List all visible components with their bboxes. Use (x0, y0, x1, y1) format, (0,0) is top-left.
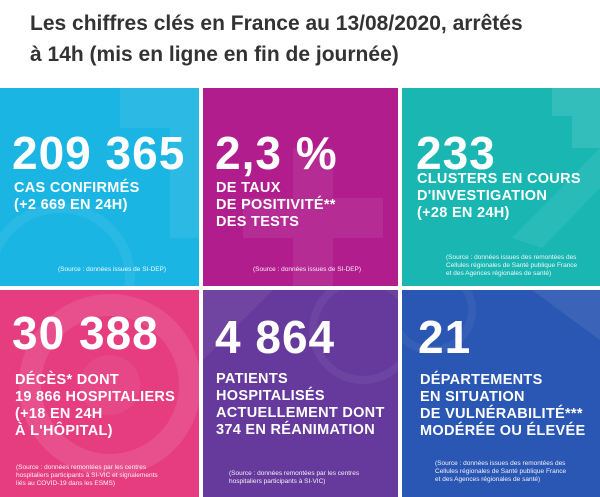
source-line: (Source : données remontées par les cent… (229, 470, 360, 477)
desc-line: (+2 669 EN 24H) (14, 197, 128, 213)
source-line: (Source : données issues des remontées d… (446, 254, 577, 261)
desc-line: PATIENTS (216, 371, 288, 387)
source-line: (Source : données issues de SI-DEP) (58, 266, 167, 273)
tile-confirmed-cases: 209 365 CAS CONFIRMÉS (+2 669 EN 24H) (S… (0, 88, 199, 286)
clusters-source: (Source : données issues des remontées d… (446, 254, 577, 278)
hospitalized-desc: PATIENTS HOSPITALISÉS ACTUELLEMENT DONT … (216, 371, 385, 439)
hospitalized-value: 4 864 (215, 311, 336, 363)
confirmed-cases-source: (Source : données issues de SI-DEP) (58, 266, 166, 274)
confirmed-cases-value: 209 365 (12, 127, 186, 179)
desc-line: DE TAUX (216, 180, 281, 196)
deaths-desc: DÉCÈS* DONT 19 866 HOSPITALIERS (+18 EN … (15, 372, 175, 440)
desc-line: DE VULNÉRABILITÉ*** (420, 406, 583, 422)
tile-clusters: 233 CLUSTERS EN COURS D'INVESTIGATION (+… (402, 88, 600, 286)
departments-desc: DÉPARTEMENTS EN SITUATION DE VULNÉRABILI… (420, 372, 585, 440)
source-line: hospitaliers participants à SI-VIC et si… (16, 472, 158, 479)
desc-line: ACTUELLEMENT DONT (216, 405, 385, 421)
tile-hospitalized: 4 864 PATIENTS HOSPITALISÉS ACTUELLEMENT… (203, 290, 398, 497)
desc-line: D'INVESTIGATION (417, 188, 548, 204)
departments-source: (Source : données issues des remontées d… (435, 460, 566, 484)
desc-line: CAS CONFIRMÉS (14, 180, 140, 196)
desc-line: 19 866 HOSPITALIERS (15, 389, 176, 405)
source-line: (Source : données remontées par les cent… (16, 464, 147, 471)
clusters-desc: CLUSTERS EN COURS D'INVESTIGATION (+28 E… (417, 171, 581, 222)
desc-line: DÉCÈS* DONT (15, 372, 120, 388)
header-line-2: à 14h (mis en ligne en fin de journée) (30, 43, 399, 66)
desc-line: (+28 EN 24H) (417, 205, 510, 221)
source-line: (Source : données issues des remontées d… (435, 460, 566, 467)
desc-line: DES TESTS (216, 214, 300, 230)
clusters-value: 233 (416, 127, 496, 179)
source-line: hospitaliers participants à SI-VIC) (229, 478, 326, 485)
source-line: et des Agences régionales de santé) (435, 476, 541, 483)
desc-line: DE POSITIVITÉ** (216, 197, 336, 213)
tile-deaths: 30 388 DÉCÈS* DONT 19 866 HOSPITALIERS (… (0, 290, 199, 497)
tile-departments: 21 DÉPARTEMENTS EN SITUATION DE VULNÉRAB… (402, 290, 600, 497)
positivity-rate-value: 2,3 % (215, 127, 338, 179)
header-line-1: Les chiffres clés en France au 13/08/202… (30, 12, 523, 35)
desc-line: EN SITUATION (420, 389, 525, 405)
key-figures-grid: 209 365 CAS CONFIRMÉS (+2 669 EN 24H) (S… (0, 88, 600, 497)
desc-line: CLUSTERS EN COURS (417, 171, 581, 187)
desc-line: (+18 EN 24H (15, 406, 103, 422)
desc-line: À L'HÔPITAL) (15, 423, 113, 439)
deaths-source: (Source : données remontées par les cent… (16, 464, 158, 488)
deaths-value: 30 388 (12, 307, 159, 359)
departments-value: 21 (418, 311, 472, 363)
positivity-rate-source: (Source : données issues de SI-DEP) (253, 266, 361, 274)
desc-line: DÉPARTEMENTS (420, 372, 543, 388)
source-line: liés au COVID-19 dans les ESMS) (16, 480, 115, 487)
hospitalized-source: (Source : données remontées par les cent… (229, 470, 359, 486)
desc-line: 374 EN RÉANIMATION (216, 422, 376, 438)
tile-positivity-rate: 2,3 % DE TAUX DE POSITIVITÉ** DES TESTS … (203, 88, 398, 286)
source-line: Cellules régionales de Santé publique Fr… (446, 262, 578, 269)
desc-line: HOSPITALISÉS (216, 388, 325, 404)
desc-line: MODÉRÉE OU ÉLEVÉE (420, 423, 586, 439)
confirmed-cases-desc: CAS CONFIRMÉS (+2 669 EN 24H) (14, 180, 140, 214)
page-header: Les chiffres clés en France au 13/08/202… (30, 8, 590, 70)
source-line: et des Agences régionales de santé) (446, 270, 552, 277)
source-line: Cellules régionales de Santé publique Fr… (435, 468, 567, 475)
positivity-rate-desc: DE TAUX DE POSITIVITÉ** DES TESTS (216, 180, 336, 231)
source-line: (Source : données issues de SI-DEP) (253, 266, 362, 273)
